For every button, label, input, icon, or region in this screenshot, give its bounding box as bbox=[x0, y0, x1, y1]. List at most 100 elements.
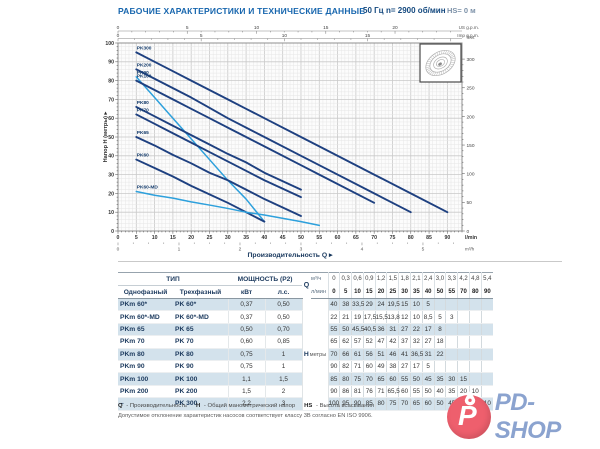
power-kw: 0,50 bbox=[227, 323, 266, 337]
pump-row-PK80: PKm 80 PK 80 0,75 1 70 66 61 56 51 46 41 36,5 31 22 bbox=[118, 348, 493, 361]
pd-shop-logo-text: PD-SHOP bbox=[494, 389, 562, 444]
tick-label: 0 bbox=[467, 229, 470, 235]
head-value: 35 bbox=[433, 372, 446, 386]
tick-label: 0 bbox=[117, 235, 120, 241]
tick-label: 70 bbox=[108, 97, 114, 103]
head-value: 40 bbox=[433, 385, 446, 399]
head-value: 85 bbox=[327, 372, 340, 386]
tick-label: 30 bbox=[108, 173, 114, 179]
head-value: 60 bbox=[398, 385, 411, 399]
q-value-m3h: 0,9 bbox=[362, 272, 376, 286]
head-value: 71 bbox=[351, 360, 364, 374]
curve-label-PK80: PK80 bbox=[137, 100, 149, 106]
single-phase-model: PKm 90 bbox=[118, 360, 173, 374]
impeller-part bbox=[449, 65, 453, 67]
head-value bbox=[480, 310, 493, 324]
head-value: 15,5 bbox=[374, 310, 388, 324]
head-value: 24 bbox=[374, 298, 387, 312]
q-value-lmin: 40 bbox=[421, 285, 435, 299]
head-value: 33,5 bbox=[351, 298, 364, 312]
head-value: 65,5 bbox=[386, 385, 400, 399]
impeller-part bbox=[444, 50, 448, 55]
impeller-part bbox=[450, 63, 454, 65]
head-value: 21 bbox=[339, 310, 352, 324]
pump-row-PK60-MD: PKm 60*-MD PK 60*-MD 0,37 0,50 22 21 19 17,5 15,… bbox=[118, 310, 493, 324]
impeller-part bbox=[441, 50, 443, 55]
head-value: 15 bbox=[398, 298, 411, 312]
head-value: 45,5 bbox=[351, 323, 364, 337]
q-value-lmin: 10 bbox=[351, 285, 364, 299]
head-value bbox=[445, 335, 458, 349]
impeller-part bbox=[426, 67, 431, 71]
tick-label: 80 bbox=[108, 79, 114, 85]
head-value: 38 bbox=[339, 298, 352, 312]
tick-label: 75 bbox=[390, 235, 396, 241]
head-value: 13,8 bbox=[386, 310, 400, 324]
tick-label: 5 bbox=[186, 25, 189, 31]
impeller-part bbox=[429, 71, 434, 75]
head-value: 36,5 bbox=[410, 348, 423, 361]
head-value: 60 bbox=[421, 397, 435, 411]
head-value bbox=[445, 360, 458, 374]
q-value-m3h: 4,2 bbox=[457, 272, 470, 286]
head-value bbox=[480, 348, 493, 361]
q-value-lmin: 30 bbox=[398, 285, 411, 299]
impeller-part bbox=[450, 57, 456, 60]
curve-PK60-MD bbox=[135, 190, 321, 227]
impeller-part bbox=[450, 54, 455, 57]
head-value bbox=[457, 298, 470, 312]
impeller-part bbox=[436, 59, 445, 67]
tick-label: 20 bbox=[392, 25, 398, 31]
q-value-lmin: 80 bbox=[468, 285, 482, 299]
q-value-m3h: 1,5 bbox=[386, 272, 399, 286]
tick-label: 0 bbox=[117, 25, 120, 31]
head-value bbox=[468, 372, 482, 386]
pump-row-PK100: PKm 100 PK 100 1,1 1,5 85 80 75 70 65 60 55 50 45 35 3… bbox=[118, 372, 493, 386]
power-kw: 2,2 bbox=[227, 397, 266, 411]
impeller-part bbox=[428, 59, 432, 61]
power-kw: 0,75 bbox=[227, 360, 266, 374]
power-hp: 0,85 bbox=[264, 335, 303, 349]
impeller-part bbox=[446, 68, 449, 71]
page-title: РАБОЧИЕ ХАРАКТЕРИСТИКИ И ТЕХНИЧЕСКИЕ ДАН… bbox=[118, 6, 366, 16]
head-value: 36 bbox=[374, 323, 387, 337]
legend-key: H bbox=[196, 403, 201, 409]
logo-letter: P bbox=[458, 400, 477, 431]
head-value: 10 bbox=[410, 298, 423, 312]
head-value: 5 bbox=[421, 360, 435, 374]
impeller-part bbox=[441, 71, 442, 75]
head-value bbox=[445, 348, 458, 361]
q-value-lmin: 55 bbox=[445, 285, 458, 299]
q-header: Q bbox=[303, 282, 310, 290]
head-value: 95 bbox=[339, 397, 352, 411]
head-value bbox=[480, 335, 493, 349]
impeller-part bbox=[431, 71, 435, 76]
head-value bbox=[480, 360, 493, 374]
us-gpm-unit: US g.p.m. bbox=[459, 25, 479, 30]
head-value: 65 bbox=[410, 397, 423, 411]
tick-label: 60 bbox=[335, 235, 341, 241]
footnote-legend: Q - Производительность H - Общий манометр… bbox=[118, 403, 383, 409]
head-value: 61 bbox=[351, 348, 364, 361]
footnote-tolerance: Допустимое отклонение характеристик насо… bbox=[118, 413, 373, 419]
power-header: МОЩНОСТЬ (P2) bbox=[228, 272, 303, 286]
curve-PK60 bbox=[135, 158, 266, 223]
section-divider bbox=[118, 261, 562, 262]
curve-PK90 bbox=[135, 76, 266, 223]
impeller-part bbox=[446, 50, 450, 55]
impeller-part bbox=[426, 69, 431, 72]
tick-label: 250 bbox=[467, 86, 475, 92]
pd-shop-logo[interactable]: P PD-SHOP bbox=[447, 389, 600, 445]
tick-label: 5 bbox=[135, 235, 138, 241]
tick-label: 300 bbox=[467, 57, 475, 63]
head-value: 45 bbox=[421, 372, 435, 386]
head-value bbox=[480, 298, 493, 312]
three-phase-model: PK 60*-MD bbox=[173, 310, 229, 324]
q-value-lmin: 5 bbox=[339, 285, 352, 299]
power-kw: 0,60 bbox=[227, 335, 266, 349]
tick-label: 50 bbox=[298, 235, 304, 241]
impeller-part bbox=[449, 52, 453, 56]
q-value-lmin: 15 bbox=[362, 285, 376, 299]
tick-label: 50 bbox=[467, 200, 473, 206]
